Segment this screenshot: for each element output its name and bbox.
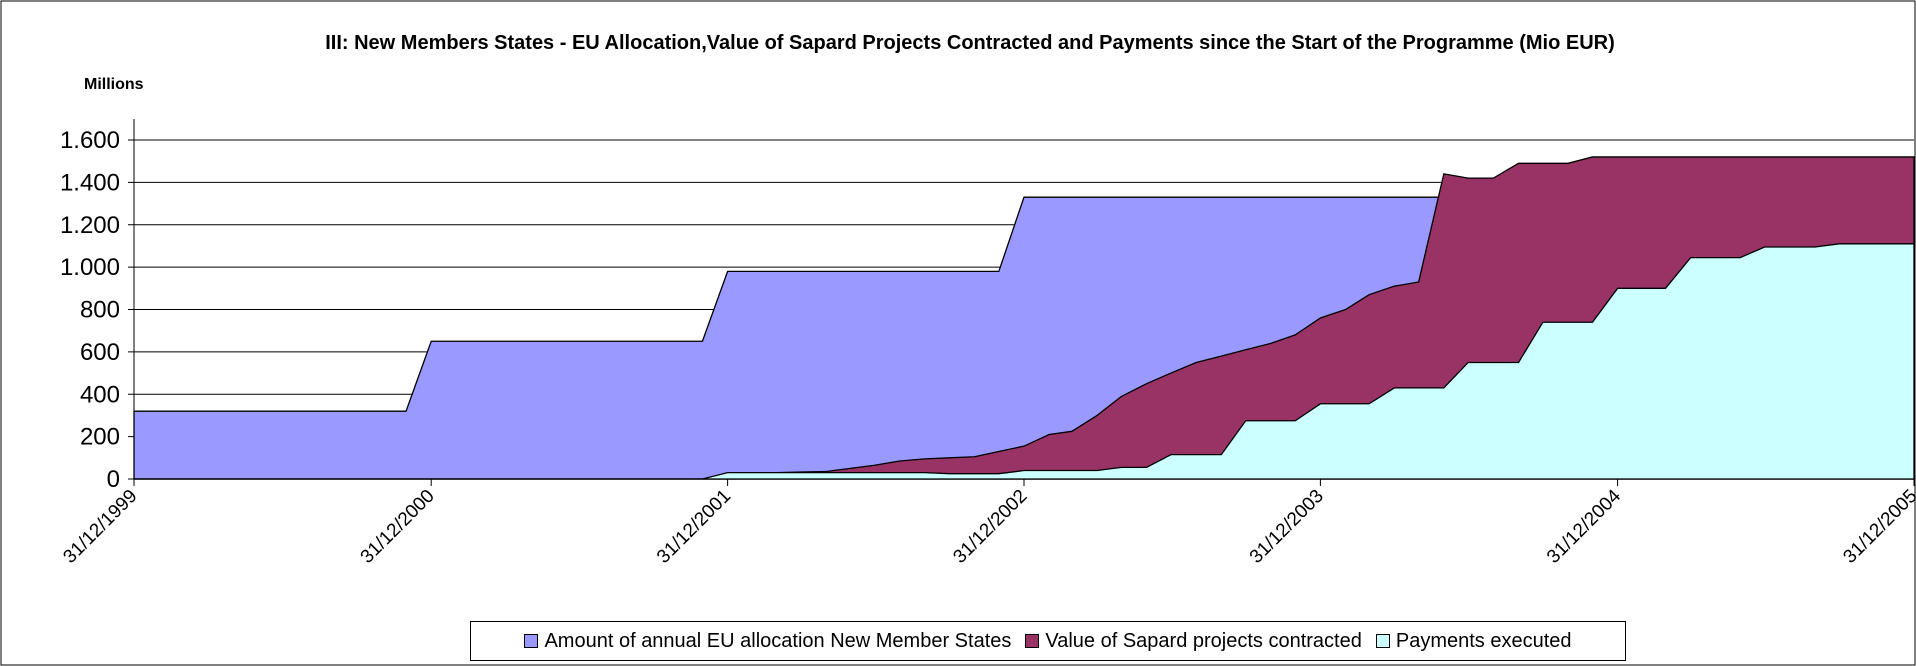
x-tick-label: 31/12/1999 [59,486,141,568]
legend-swatch [1025,634,1040,648]
y-tick-label: 400 [80,381,120,408]
x-tick-label: 31/12/2003 [1246,486,1328,568]
y-axis-label: Millions [84,76,144,93]
legend-item: Payments executed [1375,629,1572,653]
x-tick-label: 31/12/2001 [653,486,735,568]
x-tick-label: 31/12/2002 [949,486,1031,568]
y-tick-label: 1.200 [60,212,120,239]
legend-swatch [524,634,539,648]
legend-item: Amount of annual EU allocation New Membe… [524,630,1011,653]
y-tick-label: 1.400 [60,169,120,196]
chart-title: III: New Members States - EU Allocation,… [325,32,1615,54]
y-tick-label: 800 [80,297,120,324]
legend-label: Payments executed [1395,629,1572,652]
y-tick-label: 1.000 [60,254,120,281]
legend: Amount of annual EU allocation New Membe… [470,621,1626,661]
legend-label: Amount of annual EU allocation New Membe… [544,629,1012,652]
x-tick-label: 31/12/2000 [357,486,439,568]
y-tick-label: 600 [80,339,120,366]
legend-swatch [1375,634,1390,648]
y-tick-label: 200 [80,424,120,451]
y-tick-label: 1.600 [60,127,120,154]
legend-label: Value of Sapard projects contracted [1045,629,1362,652]
legend-item: Value of Sapard projects contracted [1025,629,1362,653]
x-tick-label: 31/12/2005 [1839,486,1916,568]
x-tick-label: 31/12/2004 [1543,485,1625,567]
y-tick-label: 0 [107,466,120,493]
